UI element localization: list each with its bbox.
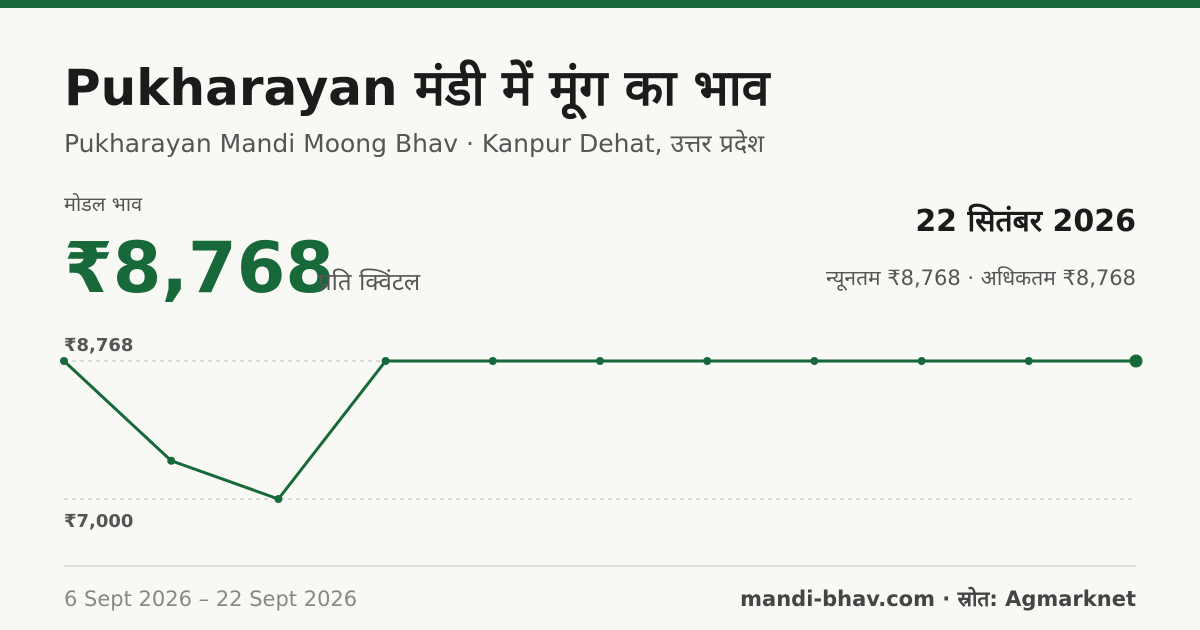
- min-max: न्यूनतम ₹8,768 · अधिकतम ₹8,768: [826, 266, 1136, 291]
- date: 22 सितंबर 2026: [915, 203, 1136, 239]
- price-label: मोडल भाव: [64, 192, 143, 216]
- point: [703, 357, 712, 365]
- price-unit: प्रति क्विंटल: [318, 268, 421, 296]
- point: [810, 357, 819, 365]
- period: 6 Sept 2026 – 22 Sept 2026: [64, 587, 357, 611]
- point: [1129, 354, 1143, 368]
- subtitle: Pukharayan Mandi Moong Bhav · Kanpur Deh…: [64, 129, 765, 158]
- point: [917, 357, 926, 365]
- price-value: ₹8,768: [64, 227, 334, 309]
- point: [488, 357, 497, 365]
- point: [1024, 357, 1033, 365]
- point: [167, 456, 176, 465]
- point: [60, 357, 68, 365]
- y-tick-label: ₹8,768: [64, 335, 133, 356]
- point: [596, 357, 604, 365]
- point: [274, 495, 283, 503]
- source: mandi-bhav.com · स्रोत: Agmarknet: [740, 586, 1136, 611]
- point: [381, 357, 390, 365]
- y-tick-label: ₹7,000: [64, 511, 133, 532]
- top-bar: [0, 0, 1200, 8]
- title: Pukharayan मंडी में मूंग का भाव: [64, 59, 772, 120]
